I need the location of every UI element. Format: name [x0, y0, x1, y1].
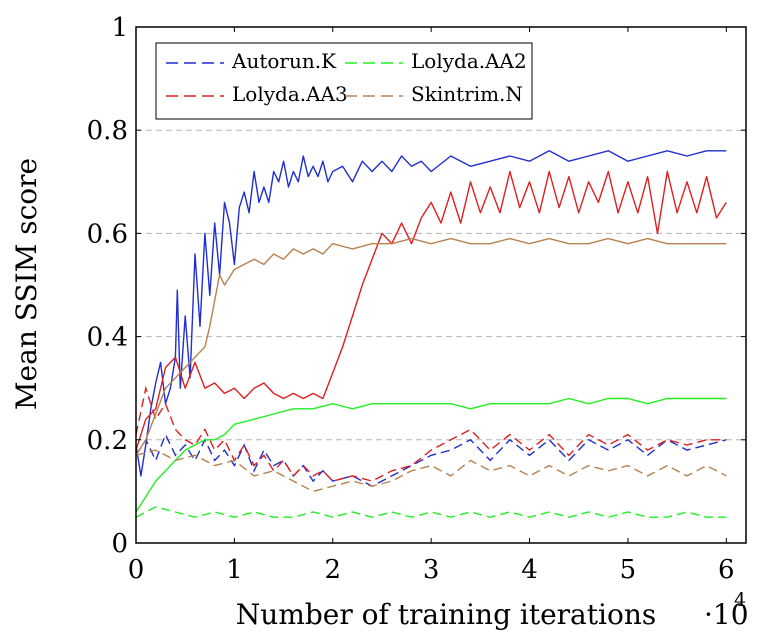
y-tick-label: 1 [111, 13, 128, 43]
legend: Autorun.K Lolyda.AA2 Lolyda.AA3 Skintrim.N [155, 42, 533, 120]
y-tick-label: 0.8 [87, 116, 128, 146]
x-multiplier-base: ·10 [704, 598, 749, 631]
axis-ticks: 0 1 2 3 4 5 6 0 0.2 0.4 0.6 0.8 1 [87, 13, 746, 585]
autorun-k-train-line [135, 150, 727, 477]
plot-series [135, 150, 727, 518]
legend-box [155, 42, 533, 120]
x-tick-label: 3 [423, 555, 440, 585]
x-tick-label: 6 [718, 555, 735, 585]
legend-label-lolyda-aa2: Lolyda.AA2 [411, 49, 527, 73]
plot-frame [135, 26, 747, 544]
y-tick-label: 0.6 [87, 219, 128, 249]
autorun-k-test-line [135, 432, 727, 487]
x-axis-label: Number of training iterations [236, 598, 656, 631]
lolyda-aa2-train-line [135, 397, 727, 513]
x-multiplier-exponent: 4 [734, 589, 746, 611]
legend-label-lolyda-aa3: Lolyda.AA3 [232, 82, 348, 106]
x-tick-label: 1 [226, 555, 243, 585]
skintrim-n-train-line [135, 237, 727, 456]
x-tick-label: 0 [128, 555, 145, 585]
x-tick-label: 4 [521, 555, 538, 585]
skintrim-n-test-line [135, 449, 727, 493]
y-tick-label: 0 [111, 529, 128, 559]
legend-label-skintrim-n: Skintrim.N [411, 82, 523, 106]
y-axis-label: Mean SSIM score [10, 158, 43, 410]
x-tick-label: 5 [620, 555, 637, 585]
y-tick-label: 0.4 [87, 323, 128, 353]
lolyda-aa3-train-line [135, 170, 727, 451]
x-tick-label: 2 [325, 555, 342, 585]
grid-lines [136, 129, 746, 441]
x-multiplier: ·10 4 [704, 589, 749, 631]
lolyda-aa2-test-line [135, 506, 727, 518]
legend-label-autorun-k: Autorun.K [231, 49, 337, 73]
y-tick-label: 0.2 [87, 426, 128, 456]
